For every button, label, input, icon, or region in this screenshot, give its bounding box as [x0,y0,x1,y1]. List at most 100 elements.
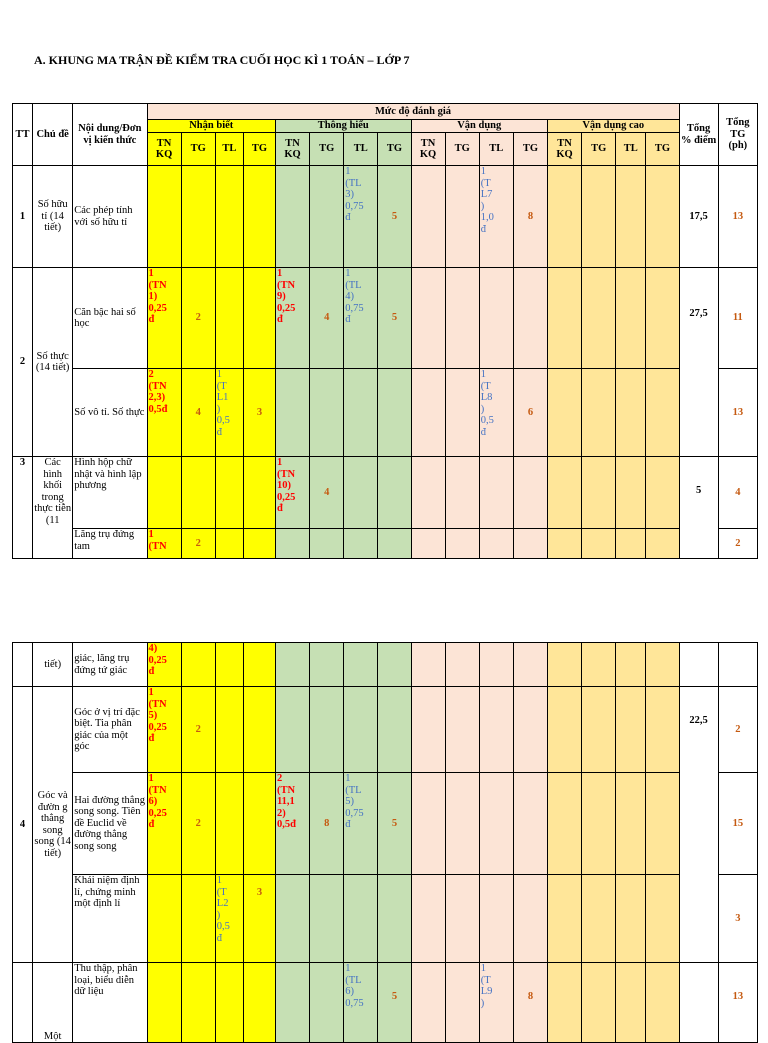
cell-chu-de: Số hữu tỉ (14 tiết) [32,165,74,268]
header-muc-do: Mức độ đánh giá [146,103,680,120]
cell-nb-tn: 1 (TN 1) 0,25 đ [146,267,182,369]
cell-tong-tg: 4 [717,456,759,529]
cell-th-tl: 1 (TL 3) 0,75 đ [343,165,379,268]
cell-th-tn: 1 (TN 10) 0,25 đ [274,456,311,529]
header-thong-hieu: Thông hiểu [275,119,412,133]
header-tong-diem: Tổng % điểm [678,103,719,166]
cell-vd-tl: 1 (T L7 ) 1,0 đ [478,165,514,268]
cell-tong-diem: 17,5 [678,165,719,268]
header-tl: TL [343,132,379,166]
cell-noi-dung: Căn bậc hai số học [72,267,148,369]
cell-nb-tg: 3 [242,874,277,963]
cell-chu-de: Một [32,962,74,1043]
header-tg: TG [309,132,345,166]
header-tg: TG [444,132,480,166]
cell-noi-dung: Các phép tính với số hữu tỉ [72,165,148,268]
header-tong-tg: Tổng TG (ph) [717,103,759,166]
header-chu-de: Chủ đề [32,103,74,166]
table-row: Một Thu thập, phân loại, biểu diễn dữ li… [11,962,759,1043]
cell-tong-diem: 22,5 [678,686,719,963]
cell-nb-tn: 1 (TN 5) 0,25 đ [146,686,182,773]
cell-nb-tl: 1 (T L1 ) 0,5 đ [214,368,244,457]
table-row: 3 Các hình khối trong thực tiễn (11 Hình… [11,456,759,559]
cell-tong-diem: 5 [678,456,719,559]
header-tg: TG [242,132,277,166]
table-row: 1 Số hữu tỉ (14 tiết) Các phép tính với … [11,165,759,268]
cell-chu-de: Góc và đườn g thẳng song song (14 tiết) [32,686,74,963]
header-tnkq: TN KQ [546,132,583,166]
header-van-dung-cao: Vận dụng cao [547,119,680,133]
cell-th-tl: 1 (TL 5) 0,75 đ [343,772,379,875]
cell-tong-diem: 27,5 [678,267,719,457]
cell-th-tn: 2 (TN 11,1 2) 0,5đ [275,772,311,875]
cell-nb-tg: 2 [180,267,216,369]
header-tg: TG [377,132,412,166]
cell-vd-tg: 6 [512,368,549,457]
cell-th-tg: 4 [309,267,345,369]
header-nhan-biet: Nhận biết [146,119,277,133]
cell-th-tg: 5 [377,772,412,875]
cell-noi-dung: Khái niệm định lí, chứng minh một định l… [72,874,148,963]
header-tnkq: TN KQ [146,132,182,166]
cell-vd-tg: 8 [512,165,549,268]
table-row: Lăng trụ đứng tam 1 (TN 2 2 [13,528,759,559]
cell-tong-tg: 15 [717,772,759,875]
cell-vd-tl: 1 (T L8 ) 0,5 đ [478,368,514,457]
header-tg: TG [180,132,216,166]
matrix-table-part1: TT Chủ đề Nội dung/Đơn vị kiến thức Mức … [11,103,759,559]
header-tg: TG [512,132,549,166]
table-row: tiết) giác, lăng trụ đứng tứ giác 4) 0,2… [11,642,759,687]
cell-noi-dung: Số vô tỉ. Số thực [72,368,148,457]
cell-th-tg: 4 [309,456,345,529]
cell-nb-tn: 4) 0,25 đ [146,642,182,687]
header-tl: TL [478,132,514,166]
cell-tong-tg: 3 [717,874,759,963]
cell-noi-dung: Hai đường thẳng song song. Tiên đề Eucli… [72,772,148,875]
cell-th-tl: 1 (TL 4) 0,75 đ [343,267,379,369]
cell-vd-tl: 1 (T L9 ) [478,962,514,1043]
header-noi-dung: Nội dung/Đơn vị kiến thức [72,103,148,166]
cell-tt: 3 [11,456,34,559]
cell-nb-tg: 2 [180,686,216,773]
cell-tong-tg: 2 [717,528,759,559]
header-van-dung: Vận dụng [410,119,548,133]
cell-th-tg: 8 [309,772,345,875]
cell-nb-tg: 2 [180,772,216,875]
table-row: Số vô tỉ. Số thực 2 (TN 2,3) 0,5đ 4 1 (T… [13,368,759,457]
page-title: A. KHUNG MA TRẬN ĐỀ KIỂM TRA CUỐI HỌC KÌ… [34,53,410,67]
cell-tong-tg: 11 [717,267,759,369]
cell-noi-dung: Hình hộp chữ nhật và hình lập phương [72,456,148,529]
table-row: Khái niệm định lí, chứng minh một định l… [13,874,759,963]
cell-tt: 1 [11,165,34,268]
cell-nb-tg: 3 [242,368,277,457]
cell-noi-dung: Góc ở vị trí đặc biệt. Tia phân giác của… [72,686,148,773]
cell-tong-tg: 2 [717,686,759,773]
matrix-table-part2: tiết) giác, lăng trụ đứng tứ giác 4) 0,2… [11,642,759,1043]
cell-th-tg: 5 [377,962,412,1043]
header-tl: TL [214,132,244,166]
cell-nb-tg: 2 [180,528,216,559]
cell-chu-de: Các hình khối trong thực tiễn (11 [32,456,74,559]
cell-th-tg: 5 [377,165,412,268]
cell-tt: 2 [11,267,34,457]
header-tt: TT [11,103,34,166]
table-row: 4 Góc và đườn g thẳng song song (14 tiết… [11,686,759,963]
header-tl: TL [615,132,647,166]
cell-tong-tg: 13 [717,962,759,1043]
cell-tt: 4 [11,686,34,963]
table-row: 2 Số thực (14 tiết) Căn bậc hai số học 1… [11,267,759,457]
header-tnkq: TN KQ [274,132,311,166]
cell-noi-dung: Lăng trụ đứng tam [72,528,148,559]
cell-nb-tg: 4 [180,368,216,457]
cell-nb-tn: 2 (TN 2,3) 0,5đ [146,368,182,457]
cell-nb-tn: 1 (TN 6) 0,25 đ [146,772,182,875]
cell-noi-dung: Thu thập, phân loại, biểu diễn dữ liệu [72,962,148,1043]
cell-nb-tl: 1 (T L2 ) 0,5 đ [214,874,244,963]
cell-th-tn: 1 (TN 9) 0,25 đ [274,267,311,369]
cell-vd-tg: 8 [512,962,549,1043]
table-row: Hai đường thẳng song song. Tiên đề Eucli… [13,772,759,875]
header-tg: TG [581,132,617,166]
cell-tong-tg: 13 [717,165,759,268]
cell-tong-tg: 13 [717,368,759,457]
header-tnkq: TN KQ [410,132,446,166]
